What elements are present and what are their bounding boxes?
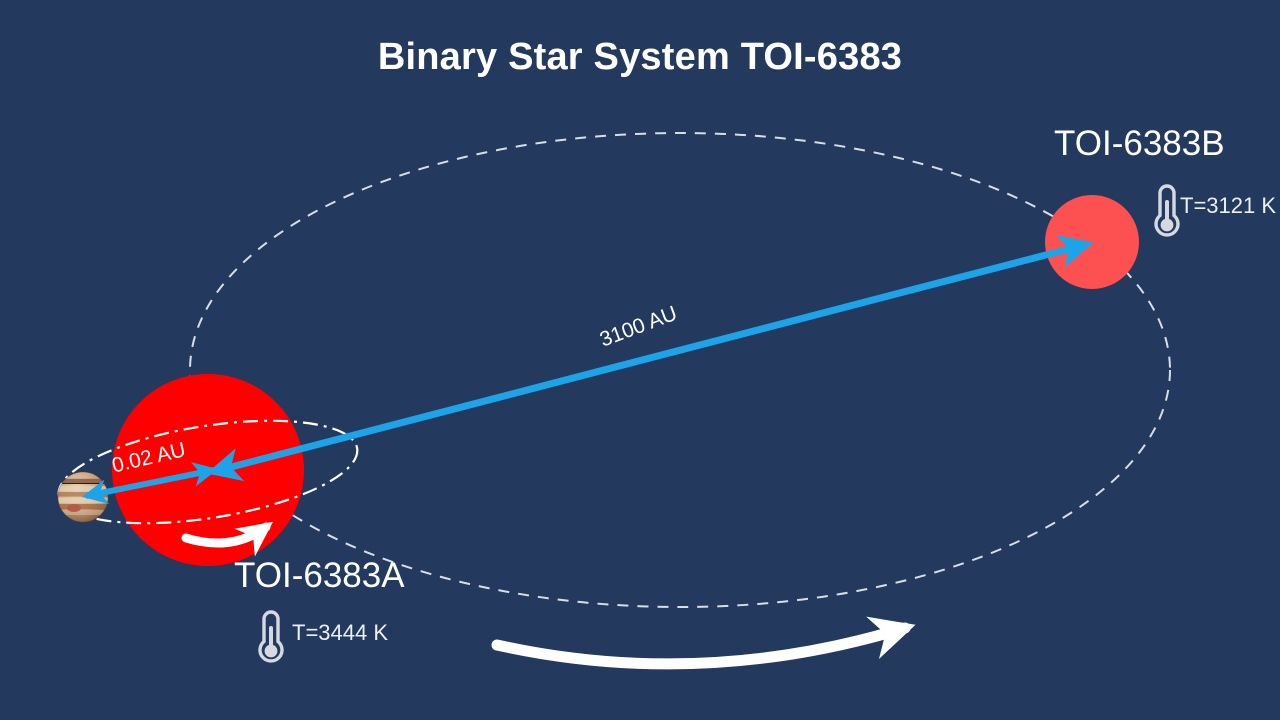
star-label-secondary: TOI-6383B [1054,124,1225,163]
page-title: Binary Star System TOI-6383 [377,36,903,78]
planet-jupiter [57,471,109,523]
orbit-direction-arrow-icon [491,616,916,670]
rotation-arrow-icon [181,521,273,557]
thermometer-icon [258,610,284,663]
binary-orbit-path [189,132,1171,608]
temperature-primary: T=3444 K [292,620,389,645]
star-label-primary: TOI-6383A [234,556,405,595]
planet-separation-arrow [81,462,219,504]
thermometer-icon [1154,184,1180,237]
temperature-secondary: T=3121 K [1180,193,1277,218]
binary-separation-arrow [206,234,1094,482]
star-secondary-toi-6383b [1045,195,1139,289]
